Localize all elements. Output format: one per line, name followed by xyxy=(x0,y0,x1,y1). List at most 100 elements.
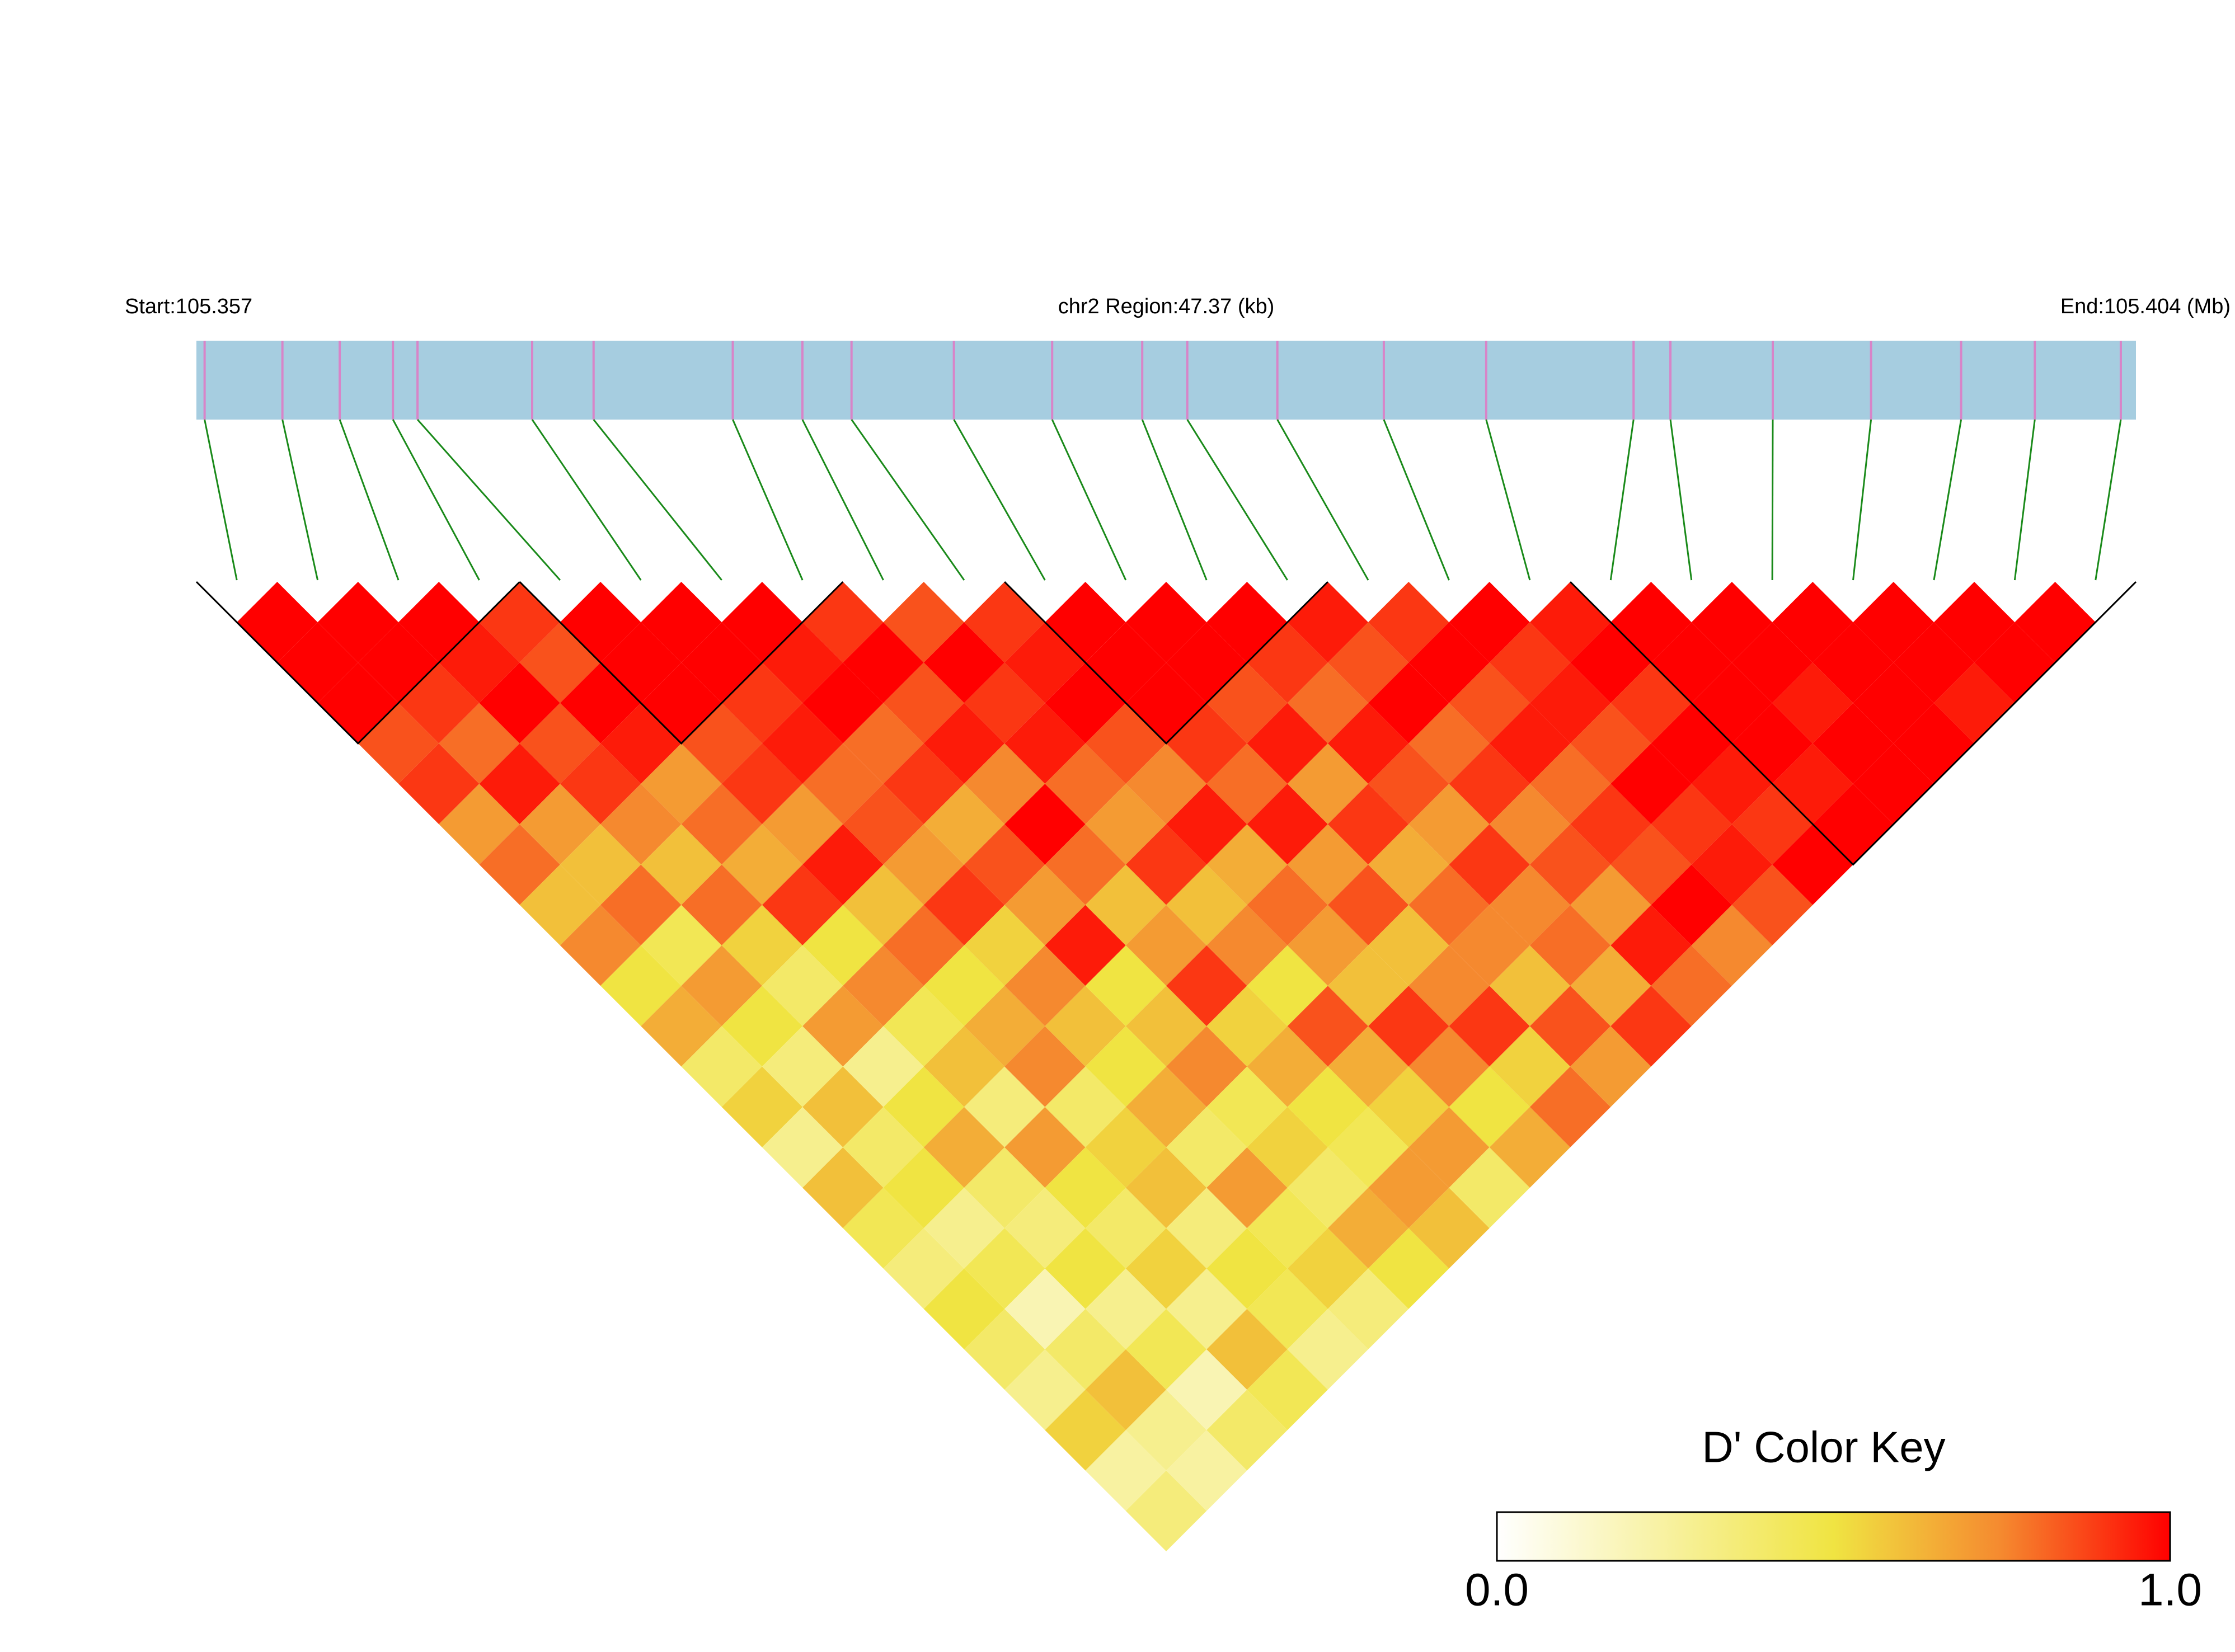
ld-cell xyxy=(1125,1228,1207,1309)
ld-cell xyxy=(1610,743,1692,825)
ld-cell xyxy=(1125,582,1207,663)
ld-cell xyxy=(762,1107,843,1188)
ld-cell xyxy=(843,622,924,703)
ld-cell xyxy=(1206,986,1288,1067)
snp-connector xyxy=(1141,419,1208,581)
ld-cell xyxy=(1247,945,1328,1027)
ld-cell xyxy=(1085,1107,1166,1188)
ld-cell xyxy=(1570,703,1651,784)
ld-cell xyxy=(1085,622,1166,703)
ld-cell xyxy=(964,1147,1045,1229)
ld-cell xyxy=(762,784,843,865)
ld-cell xyxy=(1368,1147,1449,1229)
ld-cell xyxy=(1327,1188,1409,1269)
ld-cell xyxy=(762,1026,843,1107)
ld-cell xyxy=(1449,1147,1530,1229)
ld-cell xyxy=(964,1228,1045,1309)
ld-cell xyxy=(1206,1066,1288,1147)
ld-cell xyxy=(1206,824,1288,905)
ld-cell xyxy=(1449,662,1530,743)
ld-cell xyxy=(883,986,964,1067)
ld-cell xyxy=(1327,703,1409,784)
ld-cell xyxy=(641,986,722,1067)
ld-cell xyxy=(641,743,722,825)
ld-cell xyxy=(1327,864,1409,945)
ld-cell xyxy=(1206,1309,1288,1390)
ld-cell xyxy=(843,864,924,945)
ld-cell xyxy=(964,986,1045,1067)
ld-cell xyxy=(1166,1268,1247,1349)
ld-cell xyxy=(1368,986,1449,1067)
snp-connector xyxy=(1609,419,1635,581)
ld-cell xyxy=(681,1026,762,1107)
snp-connector xyxy=(1485,419,1531,581)
ld-cell xyxy=(1247,1188,1328,1269)
ld-cell xyxy=(1206,1228,1288,1309)
ld-cell xyxy=(1570,1026,1651,1107)
ld-cell xyxy=(721,824,803,905)
ld-cell xyxy=(883,1147,964,1229)
ld-cell xyxy=(641,662,722,743)
ld-cell xyxy=(600,945,682,1027)
ld-cell xyxy=(1166,784,1247,865)
snp-connector xyxy=(339,419,400,581)
ld-cell xyxy=(762,945,843,1027)
ld-cell xyxy=(1206,662,1288,743)
ld-cell xyxy=(843,703,924,784)
ld-cell xyxy=(1449,743,1530,825)
ld-cell xyxy=(1166,1430,1247,1511)
ld-cell xyxy=(802,1066,884,1147)
ld-cell xyxy=(1004,1026,1086,1107)
ld-cell xyxy=(883,1228,964,1309)
ld-cell xyxy=(1125,1066,1207,1147)
snp-connector xyxy=(1669,419,1693,581)
ld-cell xyxy=(1085,1188,1166,1269)
ld-cell xyxy=(1085,1026,1166,1107)
ld-cell xyxy=(479,743,560,825)
ld-cell xyxy=(1247,703,1328,784)
ld-cell xyxy=(1772,662,1853,743)
ld-cell xyxy=(1125,743,1207,825)
ld-cell xyxy=(1449,905,1530,986)
ld-cell xyxy=(1408,784,1490,865)
ld-cell xyxy=(721,582,803,663)
ld-cell xyxy=(519,864,601,945)
snp-track xyxy=(196,341,2136,420)
ld-cell xyxy=(883,743,964,825)
ld-cell xyxy=(843,1188,924,1269)
ld-cell xyxy=(1247,864,1328,945)
ld-cell xyxy=(1085,784,1166,865)
snp-connector xyxy=(593,419,722,581)
ld-cell xyxy=(1287,1147,1369,1229)
ld-cell xyxy=(1489,622,1571,703)
ld-cell xyxy=(1004,945,1086,1027)
ld-cell xyxy=(843,784,924,865)
ld-cell xyxy=(1731,622,1813,703)
ld-cell xyxy=(964,743,1045,825)
ld-cell xyxy=(721,662,803,743)
ld-cell xyxy=(1610,986,1692,1067)
ld-cell xyxy=(923,1107,1005,1188)
ld-cell xyxy=(1489,703,1571,784)
ld-cell xyxy=(1408,1188,1490,1269)
ld-cell xyxy=(1813,703,1894,784)
ld-cell xyxy=(1004,1107,1086,1188)
ld-cell xyxy=(358,622,439,703)
ld-cell xyxy=(1610,824,1692,905)
snp-connector xyxy=(281,419,319,581)
key-title: D' Color Key xyxy=(1702,1423,1945,1472)
ld-cell xyxy=(1206,1147,1288,1229)
ld-cell xyxy=(1085,703,1166,784)
ld-cell xyxy=(843,945,924,1027)
ld-cell xyxy=(1004,1268,1086,1349)
ld-cell xyxy=(883,824,964,905)
ld-cell xyxy=(883,662,964,743)
ld-cell xyxy=(1085,1349,1166,1430)
snp-connector xyxy=(1383,419,1450,581)
ld-cell xyxy=(721,743,803,825)
ld-cell xyxy=(1368,1228,1449,1309)
ld-cell xyxy=(1853,582,1934,663)
snp-connector xyxy=(2095,419,2122,581)
ld-cell xyxy=(641,824,722,905)
